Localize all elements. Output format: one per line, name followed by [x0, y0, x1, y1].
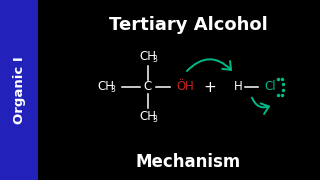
Text: Ö: Ö: [176, 80, 186, 93]
Text: C: C: [144, 80, 152, 93]
Text: H: H: [185, 80, 193, 93]
Text: Tertiary Alcohol: Tertiary Alcohol: [108, 16, 268, 34]
Text: CH: CH: [98, 80, 115, 93]
Text: H: H: [234, 80, 242, 93]
Text: 3: 3: [153, 116, 157, 125]
Text: 3: 3: [153, 55, 157, 64]
Text: CH: CH: [140, 111, 156, 123]
FancyArrowPatch shape: [252, 98, 269, 114]
Text: Organic I: Organic I: [12, 56, 26, 124]
Text: CH: CH: [140, 51, 156, 64]
Text: 3: 3: [111, 86, 116, 94]
Bar: [0, 0, 38, 180]
Text: +: +: [204, 80, 216, 94]
FancyArrowPatch shape: [187, 59, 231, 71]
Text: Cl: Cl: [264, 80, 276, 93]
Text: Mechanism: Mechanism: [135, 153, 241, 171]
